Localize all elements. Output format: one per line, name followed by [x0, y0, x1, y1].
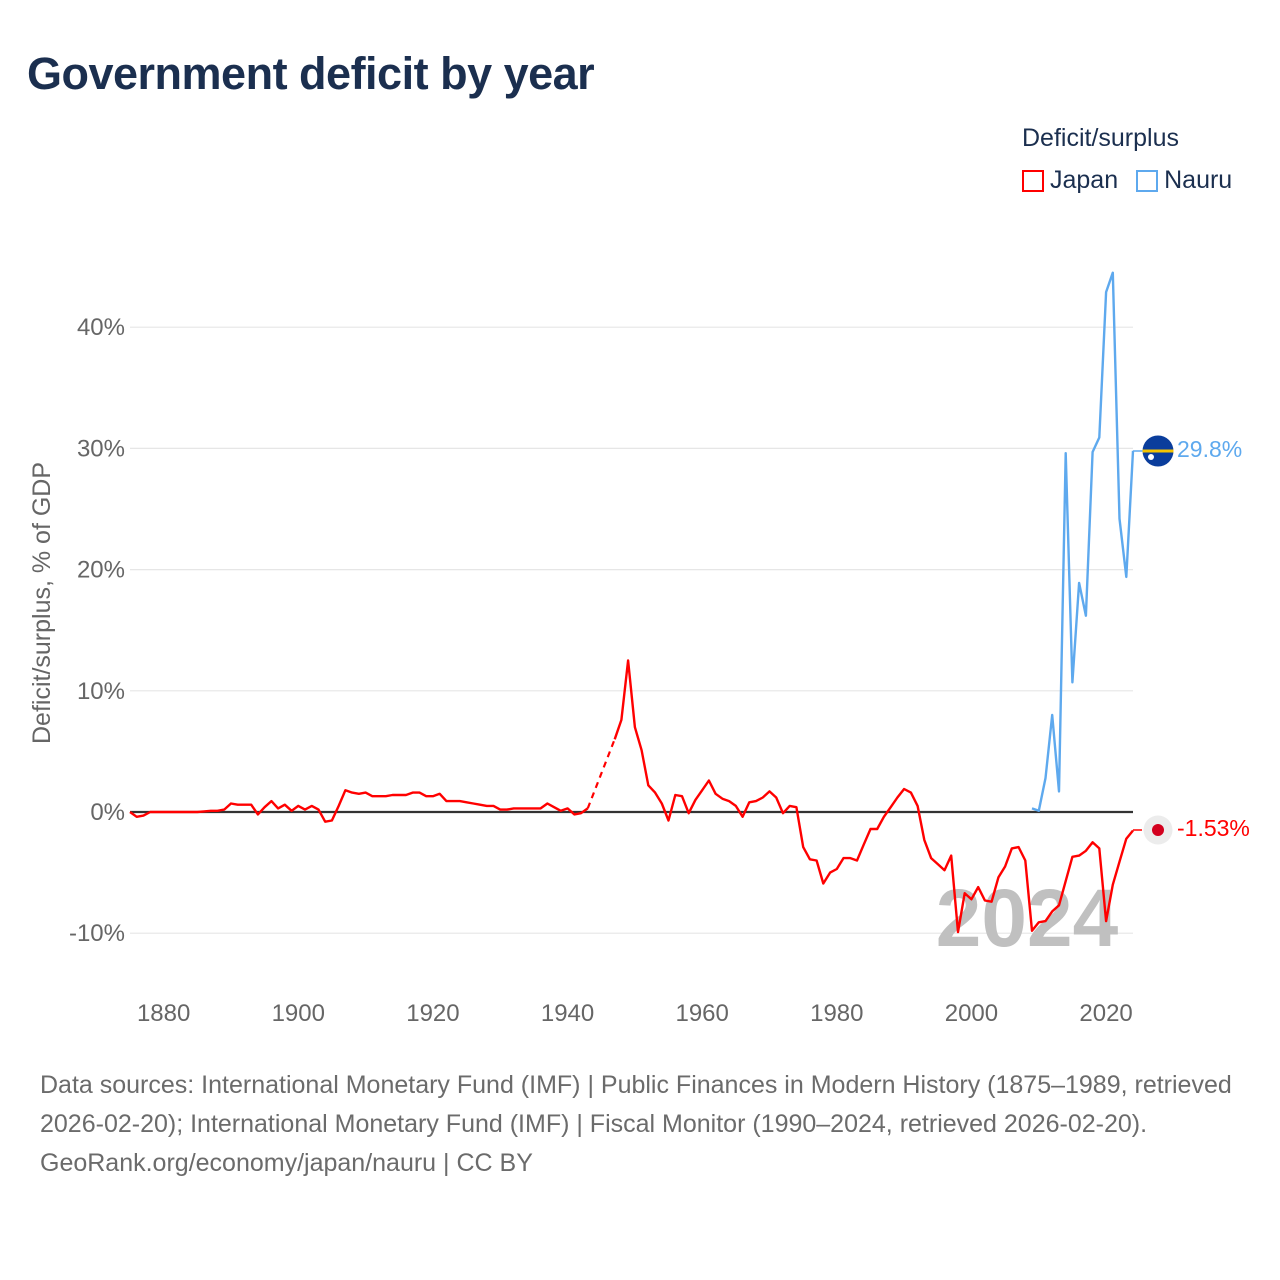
y-axis-label: Deficit/surplus, % of GDP — [28, 462, 56, 744]
y-tick-label: 30% — [77, 435, 125, 462]
missing-data-segment — [586, 738, 616, 809]
legend-item-nauru[interactable]: Nauru — [1136, 166, 1232, 195]
japan-end-label: -1.53% — [1177, 815, 1250, 841]
y-tick-label: -10% — [69, 920, 125, 947]
legend: Japan Nauru — [1022, 166, 1232, 195]
credit-link[interactable]: GeoRank.org/economy/japan/nauru | CC BY — [40, 1149, 533, 1177]
x-tick-label: 1880 — [137, 1000, 190, 1027]
x-tick-label: 1900 — [272, 1000, 325, 1027]
nauru-flag-icon — [1142, 435, 1174, 467]
series-nauru — [1031, 271, 1135, 812]
series-japan — [129, 659, 1134, 934]
legend-swatch-japan — [1022, 169, 1044, 192]
y-tick-label: 40% — [77, 314, 125, 341]
x-tick-label: 1940 — [541, 1000, 594, 1027]
nauru-end-label: 29.8% — [1177, 436, 1242, 462]
data-sources: Data sources: International Monetary Fun… — [40, 1071, 1232, 1138]
series-line-nauru — [1031, 271, 1135, 812]
y-tick-label: 20% — [77, 557, 125, 584]
x-tick-label: 1960 — [675, 1000, 728, 1027]
y-tick-label: 10% — [77, 678, 125, 705]
x-tick-label: 1980 — [810, 1000, 863, 1027]
legend-item-japan[interactable]: Japan — [1022, 166, 1118, 195]
series-line-japan — [129, 659, 1134, 934]
x-tick-label: 2000 — [945, 1000, 998, 1027]
x-tick-label: 2020 — [1079, 1000, 1132, 1027]
legend-label-japan: Japan — [1050, 166, 1119, 194]
legend-label-nauru: Nauru — [1164, 166, 1233, 194]
footer: Data sources: International Monetary Fun… — [40, 1066, 1240, 1183]
y-tick-label: 0% — [90, 799, 125, 826]
japan-flag-icon — [1143, 815, 1173, 845]
legend-title: Deficit/surplus — [1022, 124, 1179, 152]
legend-swatch-nauru — [1136, 169, 1159, 192]
chart-title: Government deficit by year — [27, 48, 595, 99]
x-tick-label: 1920 — [406, 1000, 459, 1027]
